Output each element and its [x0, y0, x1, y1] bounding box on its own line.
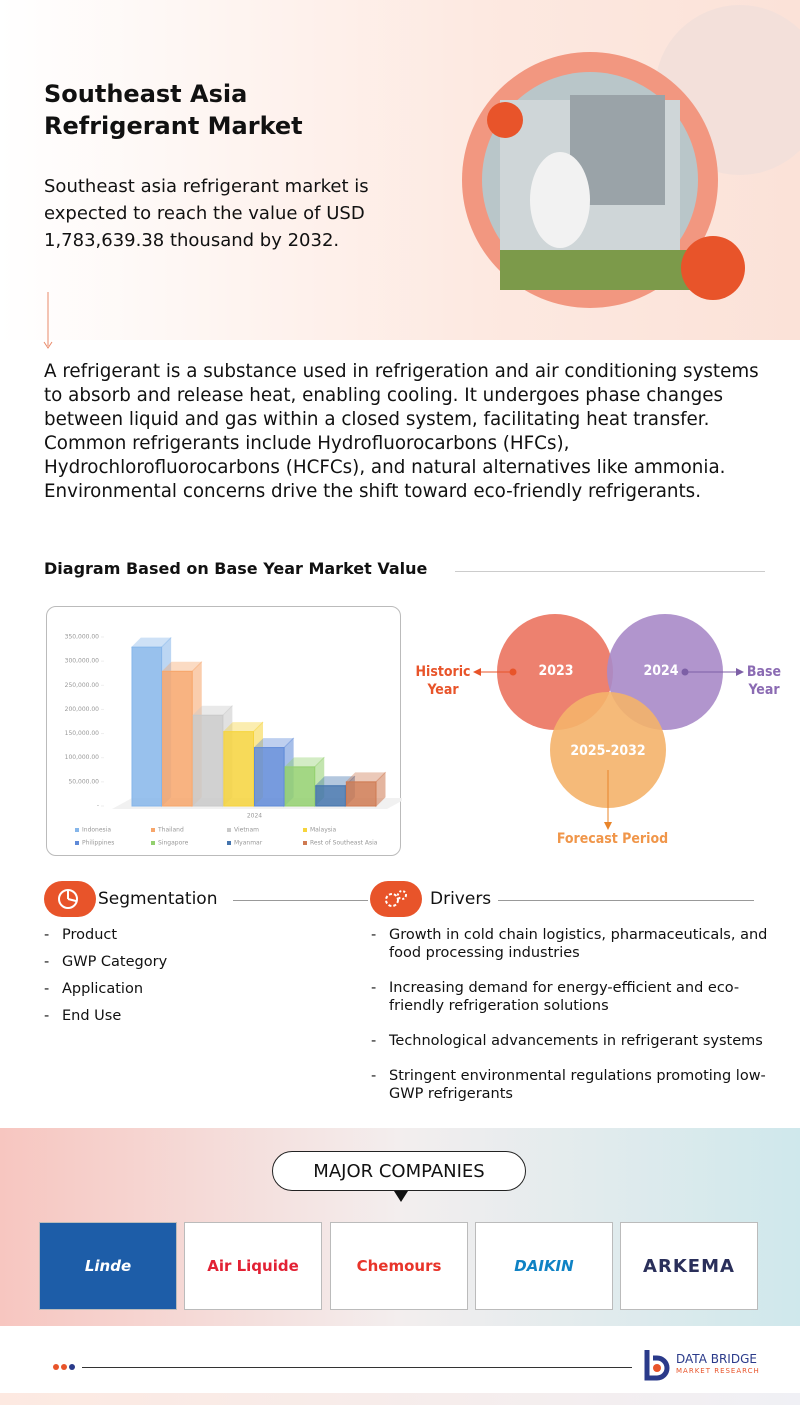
- y-tick-label: 150,000.00: [65, 730, 100, 737]
- company-logo: Linde: [39, 1222, 177, 1310]
- hero-art: [462, 5, 800, 308]
- legend-swatch: [303, 828, 307, 832]
- x-tick-label: 2024: [247, 813, 262, 820]
- venn-label: Base Year: [746, 664, 782, 698]
- brand: DATA BRIDGE: [676, 1352, 757, 1366]
- section-title: Segmentation: [98, 889, 218, 909]
- bar: [131, 646, 163, 807]
- companies-title: MAJOR COMPANIES: [272, 1151, 526, 1191]
- drivers-list: Growth in cold chain logistics, pharmace…: [371, 926, 786, 1120]
- bar: [223, 731, 254, 807]
- list-item: Technological advancements in refrigeran…: [371, 1032, 786, 1050]
- y-tick-label: 250,000.00: [65, 682, 100, 689]
- legend-swatch: [75, 828, 79, 832]
- divider: [498, 900, 754, 901]
- legend-label: Myanmar: [234, 840, 263, 847]
- title: Southeast Asia Refrigerant Market: [44, 80, 303, 140]
- y-tick-label: -: [97, 803, 99, 810]
- divider: [82, 1367, 632, 1368]
- list-item: End Use: [44, 1007, 344, 1025]
- dots: [53, 1364, 75, 1370]
- segmentation-list: Product GWP Category Application End Use: [44, 926, 344, 1034]
- bar: [192, 714, 224, 807]
- bar: [162, 670, 193, 807]
- list-item: Increasing demand for energy-efficient a…: [371, 979, 786, 1015]
- legend-swatch: [75, 841, 79, 845]
- venn-label: Historic Year: [415, 664, 471, 698]
- bottom-strip: [0, 1393, 800, 1405]
- description: A refrigerant is a substance used in ref…: [44, 361, 759, 502]
- list-item: Stringent environmental regulations prom…: [371, 1067, 786, 1103]
- chart-card: - 50,000.00 100,000.00 150,000.00 200,000.00…: [46, 606, 407, 856]
- venn-diagram: [473, 614, 744, 830]
- list-item: GWP Category: [44, 953, 344, 971]
- legend-swatch: [227, 841, 231, 845]
- brand-mark: [644, 1350, 670, 1381]
- brand-tagline: MARKET RESEARCH: [676, 1367, 760, 1375]
- summary: Southeast asia refrigerant market is exp…: [44, 176, 369, 251]
- pointer: [394, 1191, 408, 1202]
- legend-swatch: [151, 828, 155, 832]
- legend-swatch: [303, 841, 307, 845]
- company-logo: Chemours: [330, 1222, 468, 1310]
- y-tick-label: 100,000.00: [65, 754, 100, 761]
- company-logo: ARKEMA: [620, 1222, 758, 1310]
- drivers-icon: [370, 881, 422, 917]
- legend-label: Philippines: [82, 840, 114, 847]
- segmentation-icon: [44, 881, 96, 917]
- bar: [284, 766, 316, 807]
- list-item: Product: [44, 926, 344, 944]
- legend-label: Malaysia: [310, 827, 337, 834]
- legend-label: Rest of Southeast Asia: [310, 840, 378, 847]
- legend-label: Indonesia: [82, 827, 111, 834]
- list-item: Application: [44, 980, 344, 998]
- company-logo: DAIKIN: [475, 1222, 613, 1310]
- section-title: Drivers: [430, 889, 492, 909]
- venn-year: 2025-2032: [570, 743, 646, 759]
- legend-label: Singapore: [158, 840, 189, 847]
- venn-year: 2024: [643, 663, 679, 679]
- legend-swatch: [151, 841, 155, 845]
- y-tick-label: 50,000.00: [68, 778, 99, 785]
- legend-label: Thailand: [157, 827, 184, 834]
- divider: [455, 571, 765, 572]
- chart: - 50,000.00 100,000.00 150,000.00 200,000.00…: [65, 634, 407, 847]
- venn-year: 2023: [538, 663, 574, 679]
- y-tick-label: 350,000.00: [65, 634, 100, 641]
- down-arrow: [43, 292, 53, 349]
- bar: [254, 747, 285, 807]
- company-logo: Air Liquide: [184, 1222, 322, 1310]
- venn-label: Forecast Period: [556, 831, 669, 847]
- section-heading: Diagram Based on Base Year Market Value: [44, 559, 428, 578]
- legend-swatch: [227, 828, 231, 832]
- list-item: Growth in cold chain logistics, pharmace…: [371, 926, 786, 962]
- y-tick-label: 300,000.00: [65, 658, 100, 665]
- bar: [345, 781, 377, 807]
- legend-label: Vietnam: [234, 827, 259, 834]
- divider: [233, 900, 368, 901]
- y-tick-label: 200,000.00: [65, 706, 100, 713]
- bar: [315, 785, 346, 807]
